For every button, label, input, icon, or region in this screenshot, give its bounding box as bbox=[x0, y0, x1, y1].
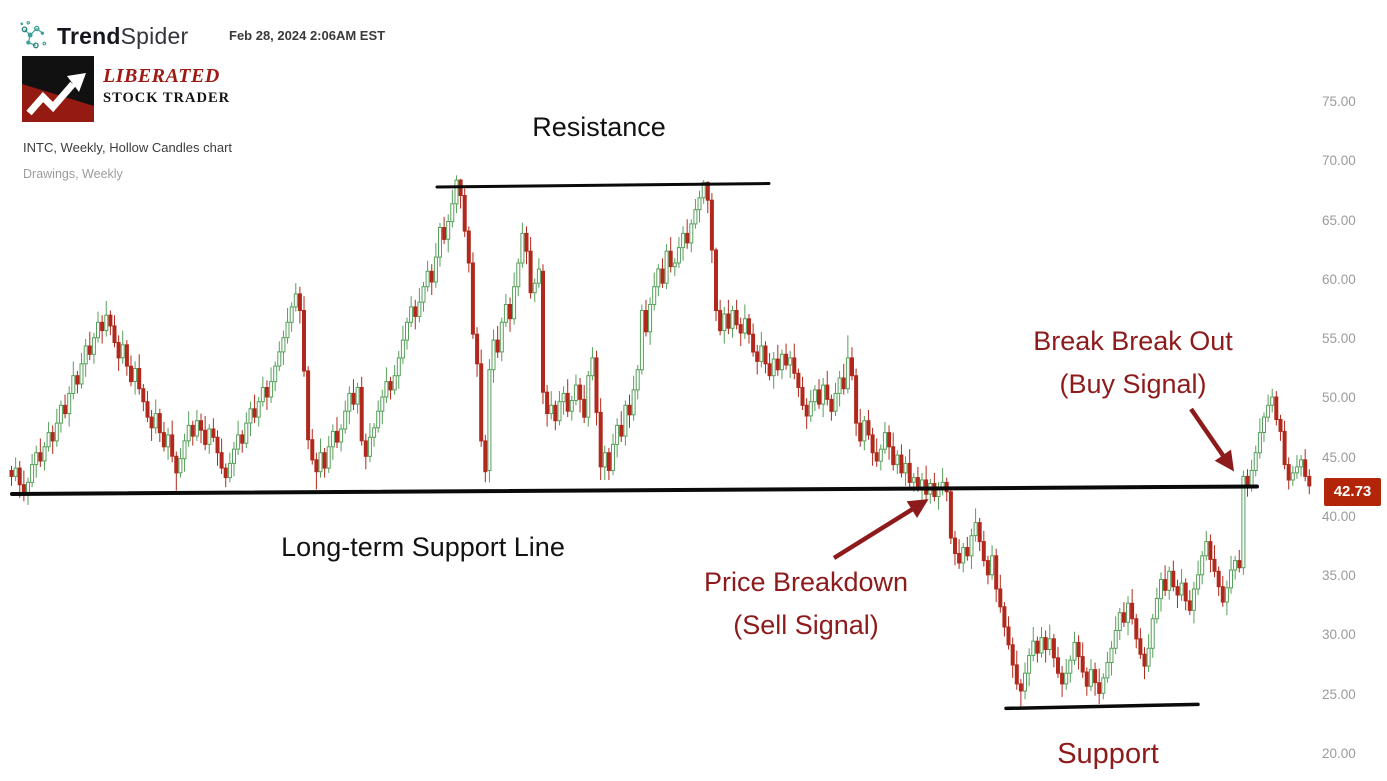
y-axis-tick: 40.00 bbox=[1322, 509, 1356, 524]
liberated-logo-text: LIBERATED STOCK TRADER bbox=[103, 56, 230, 107]
buy-signal-line2: (Buy Signal) bbox=[1059, 369, 1207, 399]
brand-spider: Spider bbox=[120, 22, 189, 49]
y-axis-tick: 25.00 bbox=[1322, 687, 1356, 702]
liberated-stock-trader-logo: LIBERATED STOCK TRADER bbox=[22, 56, 230, 122]
chart-timestamp: Feb 28, 2024 2:06AM EST bbox=[229, 28, 386, 43]
bottom-support-trendline[interactable] bbox=[1004, 702, 1200, 711]
resistance-trendline[interactable] bbox=[435, 182, 771, 189]
trendlines-layer bbox=[10, 182, 1259, 711]
sell-signal-label: Price Breakdown (Sell Signal) bbox=[704, 561, 908, 647]
brand-wordmark: TrendSpider bbox=[57, 23, 188, 50]
buy-arrow bbox=[1189, 407, 1235, 472]
resistance-label: Resistance bbox=[532, 112, 666, 142]
long-term-support-label: Long-term Support Line bbox=[281, 532, 565, 562]
y-axis-tick: 45.00 bbox=[1322, 450, 1356, 465]
y-axis-tick: 35.00 bbox=[1322, 568, 1356, 583]
sell-arrow bbox=[832, 499, 929, 560]
y-axis-tick: 20.00 bbox=[1322, 746, 1356, 761]
y-axis-tick: 70.00 bbox=[1322, 153, 1356, 168]
y-axis-tick: 60.00 bbox=[1322, 272, 1356, 287]
y-axis-tick: 75.00 bbox=[1322, 94, 1356, 109]
sell-signal-line1: Price Breakdown bbox=[703, 567, 909, 597]
y-axis-tick: 65.00 bbox=[1322, 213, 1356, 228]
liberated-logo-line1: LIBERATED bbox=[103, 65, 220, 87]
buy-signal-line1: Break Break Out bbox=[1033, 326, 1233, 356]
long-term-support-trendline[interactable] bbox=[10, 484, 1259, 496]
y-axis-tick: 55.00 bbox=[1322, 331, 1356, 346]
sell-signal-line2: (Sell Signal) bbox=[733, 610, 879, 640]
brand-trend: Trend bbox=[57, 22, 121, 49]
last-price-badge: 42.73 bbox=[1324, 478, 1381, 506]
liberated-logo-icon bbox=[22, 56, 94, 122]
trendspider-logo: TrendSpider bbox=[17, 20, 188, 52]
support-label: Support bbox=[1057, 738, 1159, 770]
candles-layer bbox=[9, 175, 1312, 707]
annotation-arrows-layer bbox=[832, 407, 1235, 560]
trendspider-logo-icon bbox=[20, 21, 47, 49]
liberated-logo-line2: STOCK TRADER bbox=[103, 90, 231, 106]
symbol-title: INTC, Weekly, Hollow Candles chart bbox=[23, 140, 233, 155]
y-axis-tick: 30.00 bbox=[1322, 627, 1356, 642]
buy-signal-label: Break Break Out (Buy Signal) bbox=[1033, 320, 1233, 406]
drawings-subtitle: Drawings, Weekly bbox=[23, 167, 123, 181]
y-axis-tick: 50.00 bbox=[1322, 390, 1356, 405]
